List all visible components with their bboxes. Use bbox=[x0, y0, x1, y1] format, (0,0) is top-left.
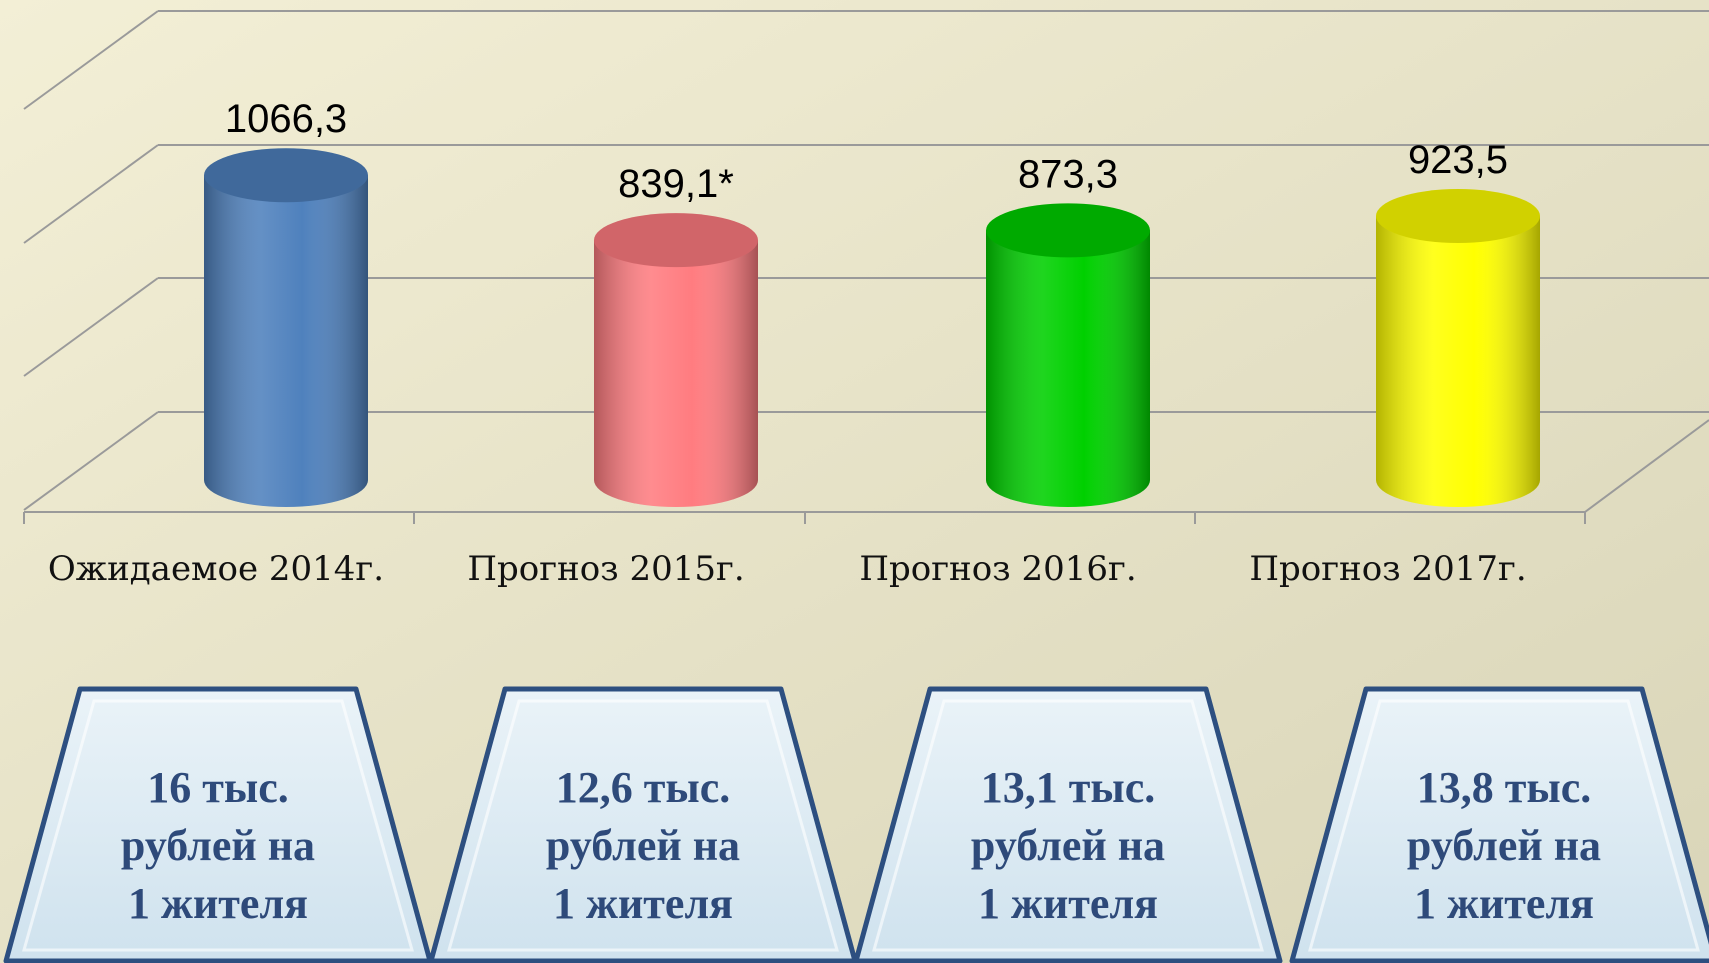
info-text: рублей на bbox=[971, 821, 1165, 870]
info-box bbox=[853, 686, 1283, 963]
cylinder-top bbox=[986, 203, 1150, 258]
x-tick-label: Прогноз 2017г. bbox=[1249, 549, 1526, 589]
cylinder-shade bbox=[1376, 216, 1540, 481]
info-text: 1 жителя bbox=[1414, 879, 1594, 928]
info-text: 12,6 тыс. bbox=[556, 763, 731, 812]
info-box bbox=[1289, 686, 1709, 963]
info-box-inner bbox=[447, 699, 839, 952]
info-text: 1 жителя bbox=[128, 879, 308, 928]
cylinder-top-shade bbox=[594, 213, 758, 268]
info-box-inner bbox=[1308, 699, 1700, 952]
info-text: 13,8 тыс. bbox=[1417, 763, 1592, 812]
cylinder-top bbox=[204, 148, 368, 203]
info-box-inner bbox=[872, 699, 1264, 952]
info-text: 1 жителя bbox=[553, 879, 733, 928]
info-text: рублей на bbox=[1407, 821, 1601, 870]
x-tick-label: Прогноз 2015г. bbox=[467, 549, 744, 589]
cylinder-top bbox=[594, 213, 758, 268]
value-label: 1066,3 bbox=[225, 97, 347, 141]
cylinder-shade bbox=[204, 175, 368, 480]
value-label: 839,1* bbox=[618, 162, 734, 206]
value-label: 873,3 bbox=[1018, 152, 1118, 196]
cylinder-shade bbox=[986, 230, 1150, 480]
cylinder-top-shade bbox=[204, 148, 368, 203]
value-label: 923,5 bbox=[1408, 138, 1508, 182]
cylinder-top bbox=[1376, 189, 1540, 244]
info-box-inner bbox=[22, 699, 414, 952]
info-text: рублей на bbox=[121, 821, 315, 870]
info-text: 13,1 тыс. bbox=[981, 763, 1156, 812]
cylinder-top-shade bbox=[986, 203, 1150, 258]
cylinder-shade bbox=[594, 240, 758, 480]
cylinder-top-shade bbox=[1376, 189, 1540, 244]
info-text: 1 жителя bbox=[978, 879, 1158, 928]
info-text: 16 тыс. bbox=[147, 763, 289, 812]
chart-wall bbox=[23, 10, 1709, 524]
x-tick-label: Прогноз 2016г. bbox=[859, 549, 1136, 589]
info-text: рублей на bbox=[546, 821, 740, 870]
x-tick-label: Ожидаемое 2014г. bbox=[48, 549, 384, 589]
